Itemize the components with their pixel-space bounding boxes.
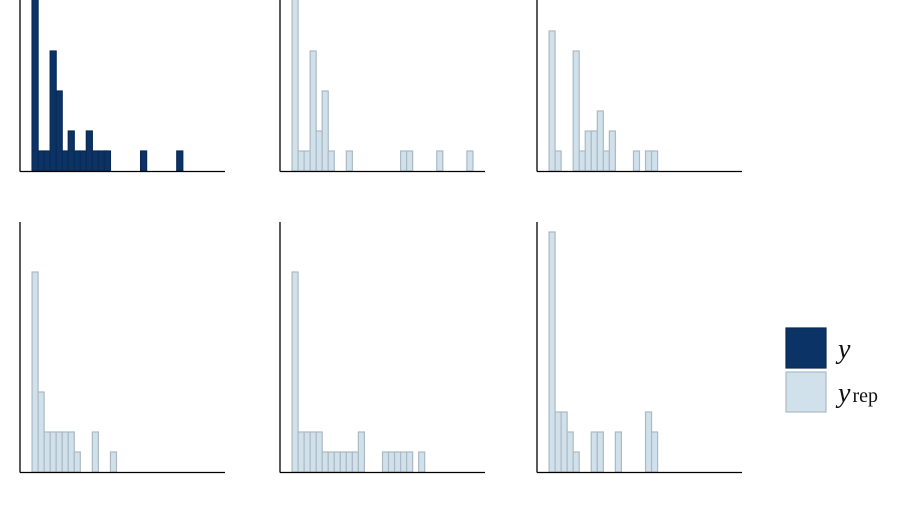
bar [339,451,347,473]
bar [436,150,444,172]
bar [590,130,598,172]
bar [55,90,63,172]
bar [596,110,604,172]
bar [37,391,45,473]
bar [584,130,592,172]
bar [650,431,659,473]
bar [61,431,69,473]
legend-label-main: y [835,378,851,409]
bar [139,150,148,172]
bar [572,451,580,473]
bar [418,451,426,473]
bar [49,431,57,473]
legend-label: y rep [835,378,878,409]
bar [578,150,586,172]
bar [97,150,106,172]
bar [406,150,414,172]
bar [399,150,408,172]
bar [381,451,390,473]
bar [333,451,341,473]
bar [399,451,408,473]
bar [315,431,323,473]
bar [548,30,556,172]
bar [61,150,69,172]
bar [73,150,81,172]
bar [632,150,641,172]
bar [297,150,305,172]
bar [345,150,353,172]
bar [109,451,118,473]
bar [31,0,39,172]
bar [554,411,562,473]
legend-label-subscript: rep [852,385,878,407]
bar [614,431,623,473]
bar [357,431,366,473]
bar [91,431,99,473]
bar [406,451,414,473]
bar [309,50,317,172]
bar [345,451,353,473]
bar [297,431,305,473]
bar [560,411,568,473]
bar [49,50,57,172]
bar [303,150,311,172]
bar [351,451,359,473]
bar [85,130,93,172]
bar [315,130,323,172]
bar [321,451,329,473]
bar [176,150,184,172]
bar [55,431,63,473]
bar [327,150,335,172]
bar [291,0,299,172]
bar [554,150,562,172]
bar [103,150,112,172]
legend-label: y [835,334,851,365]
bar [67,130,75,172]
bar [548,231,556,473]
bar [387,451,396,473]
bar [590,431,598,473]
bar [650,150,659,172]
bar [43,431,51,473]
bar [644,411,653,473]
bar [67,431,75,473]
bar [79,150,87,172]
bar [327,451,335,473]
legend-key [785,371,827,413]
bar [291,271,299,473]
bar [566,431,574,473]
bar [596,431,604,473]
bar [572,50,580,172]
bar [309,431,317,473]
bar [393,451,402,473]
bar [91,150,99,172]
legend-key [785,327,827,369]
bar [602,150,610,172]
bar [31,271,39,473]
bar [43,150,51,172]
bar [321,90,329,172]
bar [303,431,311,473]
bar [73,451,81,473]
bar [466,150,474,172]
bar [608,130,616,172]
bar [37,150,45,172]
bar [644,150,653,172]
